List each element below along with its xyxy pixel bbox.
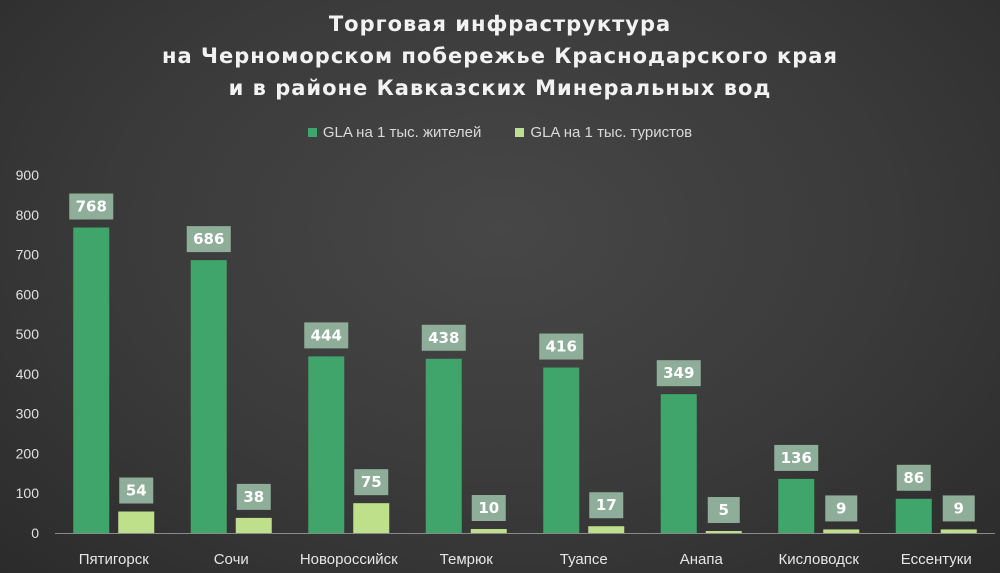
- data-label-box: [354, 469, 389, 496]
- y-tick-label: 500: [16, 326, 40, 342]
- data-label-box: [707, 497, 740, 524]
- chart-title-line-1: Торговая инфраструктура: [328, 12, 672, 36]
- data-label: 136: [781, 449, 812, 467]
- data-label: 17: [596, 496, 617, 514]
- data-label: 75: [361, 473, 382, 491]
- data-label: 444: [311, 326, 342, 344]
- chart-title-line-3: и в районе Кавказских Минеральных вод: [228, 76, 772, 100]
- data-label: 768: [76, 198, 107, 216]
- data-label: 9: [836, 499, 846, 517]
- y-tick-label: 0: [31, 525, 39, 541]
- data-label: 438: [428, 329, 459, 347]
- data-label-box: [69, 193, 114, 220]
- data-label: 5: [719, 501, 729, 519]
- data-label: 416: [546, 338, 577, 356]
- data-label-box: [421, 324, 466, 351]
- y-tick-label: 200: [16, 445, 40, 461]
- bar-residents: [895, 498, 932, 533]
- data-label: 54: [126, 482, 147, 500]
- data-label-box: [896, 464, 931, 491]
- x-tick-label: Новороссийск: [300, 551, 398, 568]
- bar-tourists: [705, 531, 742, 533]
- legend-item-residents: GLA на 1 тыс. жителей: [307, 124, 482, 141]
- bar-residents: [73, 227, 110, 534]
- legend-label-tourists: GLA на 1 тыс. туристов: [530, 124, 693, 141]
- data-label-box: [471, 495, 506, 522]
- data-label: 86: [903, 469, 924, 487]
- data-label-box: [119, 477, 154, 504]
- data-label-box: [236, 483, 271, 510]
- x-tick-label: Анапа: [680, 551, 724, 568]
- bar-residents: [543, 367, 580, 533]
- bar-tourists: [470, 529, 507, 533]
- data-label-box: [589, 492, 624, 519]
- data-label-box: [539, 333, 584, 360]
- legend-swatch-residents: [307, 128, 317, 137]
- data-label: 9: [954, 499, 964, 517]
- x-tick-label: Пятигорск: [79, 551, 149, 568]
- x-tick-label: Темрюк: [440, 551, 494, 568]
- data-label: 349: [663, 364, 694, 382]
- data-label-box: [304, 322, 349, 349]
- x-tick-label: Кисловодск: [778, 551, 859, 568]
- data-label-box: [656, 360, 701, 387]
- bar-tourists: [353, 503, 390, 533]
- chart-title-line-2: на Черноморском побережье Краснодарского…: [162, 44, 838, 68]
- bar-tourists: [940, 529, 977, 533]
- y-tick-label: 100: [16, 485, 40, 501]
- y-tick-label: 800: [16, 207, 40, 223]
- bar-tourists: [823, 529, 860, 533]
- x-tick-label: Ессентуки: [901, 551, 972, 568]
- y-tick-label: 300: [16, 406, 40, 422]
- bar-residents: [308, 356, 345, 533]
- bar-tourists: [118, 511, 155, 533]
- data-label: 686: [193, 230, 224, 248]
- data-label-box: [942, 495, 975, 522]
- data-label: 10: [478, 499, 499, 517]
- legend-swatch-tourists: [515, 128, 525, 137]
- bar-tourists: [588, 526, 625, 533]
- data-label-box: [825, 495, 858, 522]
- bar-residents: [425, 358, 462, 533]
- chart-legend: GLA на 1 тыс. жителей GLA на 1 тыс. тури…: [0, 124, 1000, 141]
- data-label-box: [186, 226, 231, 253]
- y-tick-label: 700: [16, 247, 40, 263]
- legend-label-residents: GLA на 1 тыс. жителей: [322, 124, 482, 141]
- legend-item-tourists: GLA на 1 тыс. туристов: [515, 124, 692, 141]
- y-tick-label: 400: [16, 366, 40, 382]
- y-tick-label: 600: [16, 286, 40, 302]
- x-tick-label: Сочи: [214, 551, 249, 568]
- bar-tourists: [235, 517, 272, 533]
- data-label: 38: [243, 488, 264, 506]
- bar-residents: [778, 478, 815, 533]
- data-label-box: [774, 444, 819, 471]
- chart-title: Торговая инфраструктура на Черноморском …: [0, 8, 1000, 104]
- bar-residents: [190, 260, 227, 533]
- x-tick-label: Туапсе: [560, 551, 608, 568]
- bar-residents: [660, 394, 697, 533]
- y-tick-label: 900: [16, 167, 40, 183]
